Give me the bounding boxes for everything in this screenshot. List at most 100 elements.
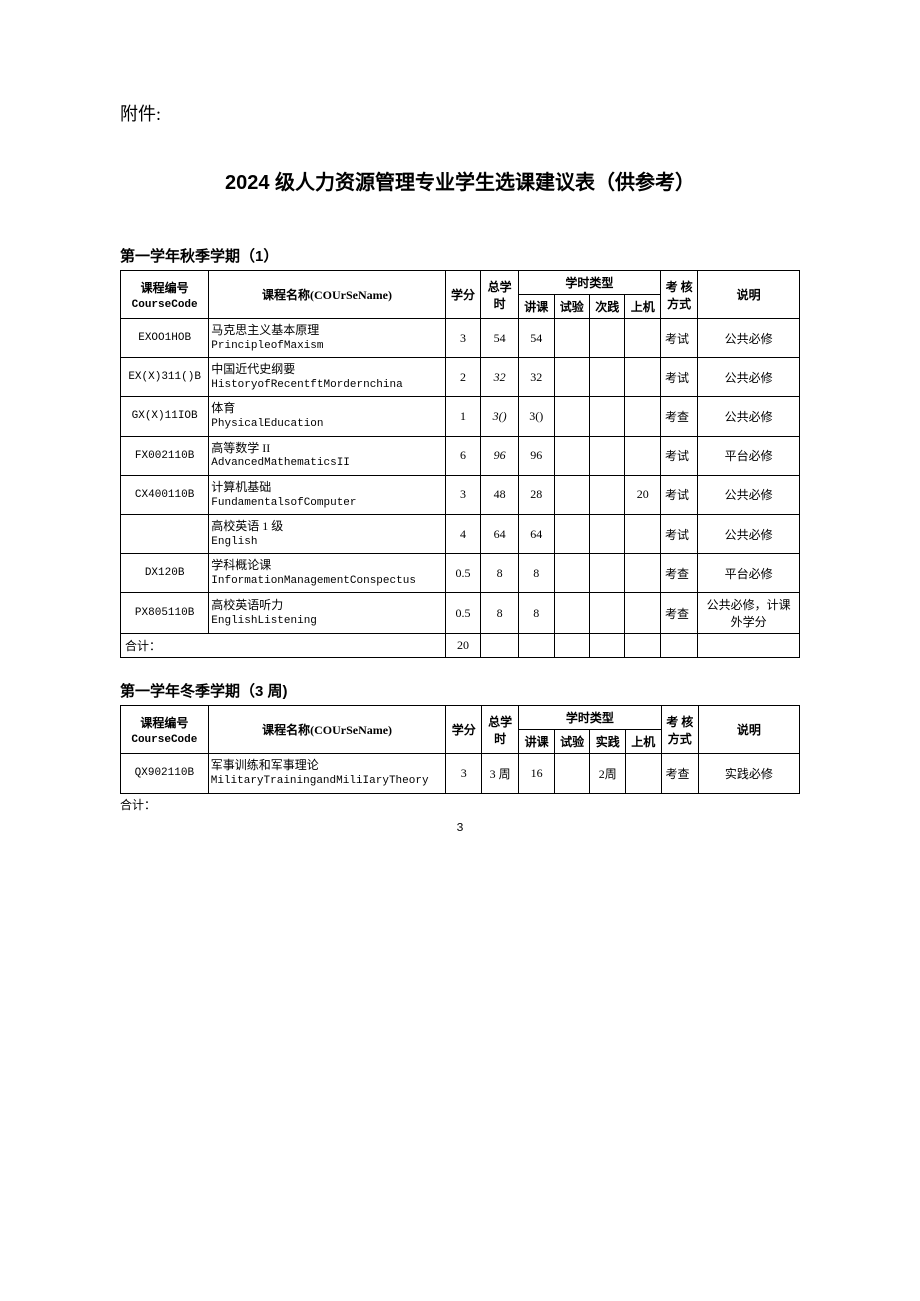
- page-number: 3: [120, 821, 800, 835]
- cell-practice: [590, 593, 625, 634]
- cell-code: QX902110B: [121, 754, 209, 793]
- cell-name-en: EnglishListening: [211, 614, 440, 629]
- th-hour-type: 学时类型: [518, 271, 660, 295]
- cell-credit: 3: [445, 475, 481, 514]
- cell-practice: [590, 554, 625, 593]
- cell-name: 学科概论课InformationManagementConspectus: [209, 554, 445, 593]
- table-row: CX400110B计算机基础FundamentalsofComputer3482…: [121, 475, 800, 514]
- sum-credit-1: 20: [445, 634, 481, 658]
- table-row: EX(X)311()B中国近代史纲要HistoryofRecentftMorde…: [121, 358, 800, 397]
- cell-name-en: AdvancedMathematicsII: [211, 456, 440, 471]
- attachment-label: 附件:: [120, 100, 800, 126]
- cell-name-en: PrincipleofMaxism: [211, 339, 440, 354]
- cell-name-cn: 计算机基础: [211, 479, 440, 496]
- cell-lecture: 8: [518, 593, 554, 634]
- cell-experiment: [554, 358, 589, 397]
- cell-lecture: 16: [519, 754, 555, 793]
- cell-name-cn: 马克思主义基本原理: [211, 322, 440, 339]
- cell-machine: [625, 397, 660, 436]
- cell-name-cn: 中国近代史纲要: [211, 361, 440, 378]
- cell-experiment: [554, 593, 589, 634]
- cell-name: 体育PhysicalEducation: [209, 397, 445, 436]
- sum-label-1: 合计：: [121, 634, 446, 658]
- cell-total: 32: [481, 358, 518, 397]
- cell-name-en: InformationManagementConspectus: [211, 574, 440, 589]
- th2-code-en: CourseCode: [131, 734, 197, 746]
- cell-credit: 4: [445, 514, 481, 553]
- cell-credit: 6: [445, 436, 481, 475]
- cell-total: 54: [481, 319, 518, 358]
- cell-note: 公共必修: [698, 358, 800, 397]
- cell-experiment: [554, 754, 590, 793]
- cell-name-cn: 高等数学 II: [211, 440, 440, 457]
- cell-code: PX805110B: [121, 593, 209, 634]
- cell-code: GX(X)11IOB: [121, 397, 209, 436]
- cell-credit: 3: [446, 754, 482, 793]
- sum-c1: [481, 634, 518, 658]
- cell-assess: 考查: [660, 554, 697, 593]
- th-total: 总学时: [481, 271, 518, 319]
- cell-assess: 考查: [660, 397, 697, 436]
- cell-credit: 2: [445, 358, 481, 397]
- th-lecture: 讲课: [518, 295, 554, 319]
- cell-experiment: [554, 319, 589, 358]
- th2-practice: 实践: [590, 730, 626, 754]
- cell-note: 公共必修: [698, 475, 800, 514]
- cell-assess: 考查: [661, 754, 698, 793]
- th-code: 课程编号 CourseCode: [121, 271, 209, 319]
- cell-experiment: [554, 397, 589, 436]
- th2-code: 课程编号 CourseCode: [121, 706, 209, 754]
- th2-name: 课程名称(COUrSeName): [208, 706, 446, 754]
- cell-total: 3(): [481, 397, 518, 436]
- cell-total: 8: [481, 593, 518, 634]
- th-assess: 考 核方式: [660, 271, 697, 319]
- cell-name-en: English: [211, 535, 440, 550]
- cell-machine: 20: [625, 475, 660, 514]
- sum-c6: [660, 634, 697, 658]
- cell-assess: 考试: [660, 514, 697, 553]
- cell-code: FX002110B: [121, 436, 209, 475]
- cell-machine: [625, 358, 660, 397]
- course-table-2: 课程编号 CourseCode 课程名称(COUrSeName) 学分 总学时 …: [120, 705, 800, 793]
- cell-assess: 考查: [660, 593, 697, 634]
- cell-note: 平台必修: [698, 436, 800, 475]
- cell-credit: 0.5: [445, 593, 481, 634]
- cell-name: 高校英语 1 级English: [209, 514, 445, 553]
- cell-total: 3 周: [481, 754, 518, 793]
- th-code-en: CourseCode: [132, 299, 198, 311]
- th2-machine: 上机: [625, 730, 661, 754]
- cell-note: 实践必修: [698, 754, 799, 793]
- cell-note: 平台必修: [698, 554, 800, 593]
- cell-name-cn: 体育: [211, 400, 440, 417]
- cell-lecture: 32: [518, 358, 554, 397]
- th-note: 说明: [698, 271, 800, 319]
- th-machine: 上机: [625, 295, 660, 319]
- cell-note: 公共必修: [698, 319, 800, 358]
- cell-name: 高校英语听力EnglishListening: [209, 593, 445, 634]
- table-row: 高校英语 1 级English46464考试公共必修: [121, 514, 800, 553]
- cell-practice: [590, 397, 625, 436]
- cell-name-cn: 学科概论课: [211, 557, 440, 574]
- th2-experiment: 试验: [554, 730, 590, 754]
- page-title: 2024 级人力资源管理专业学生选课建议表（供参考）: [120, 166, 800, 195]
- cell-practice: [590, 436, 625, 475]
- cell-practice: [590, 319, 625, 358]
- table-row: QX902110B军事训练和军事理论MilitaryTrainingandMil…: [121, 754, 800, 793]
- cell-name-en: FundamentalsofComputer: [211, 496, 440, 511]
- cell-note: 公共必修: [698, 514, 800, 553]
- cell-practice: 2周: [590, 754, 626, 793]
- cell-name-cn: 高校英语听力: [211, 597, 440, 614]
- cell-lecture: 3(): [518, 397, 554, 436]
- cell-name-cn: 高校英语 1 级: [211, 518, 440, 535]
- th-experiment: 试验: [554, 295, 589, 319]
- cell-name-cn: 军事训练和军事理论: [211, 757, 442, 774]
- th2-assess: 考 核方式: [661, 706, 698, 754]
- th2-note: 说明: [698, 706, 799, 754]
- cell-practice: [590, 475, 625, 514]
- cell-assess: 考试: [660, 436, 697, 475]
- cell-name-en: PhysicalEducation: [211, 417, 440, 432]
- cell-experiment: [554, 514, 589, 553]
- table-row: EXOO1HOB马克思主义基本原理PrincipleofMaxism35454考…: [121, 319, 800, 358]
- cell-assess: 考试: [660, 475, 697, 514]
- cell-lecture: 64: [518, 514, 554, 553]
